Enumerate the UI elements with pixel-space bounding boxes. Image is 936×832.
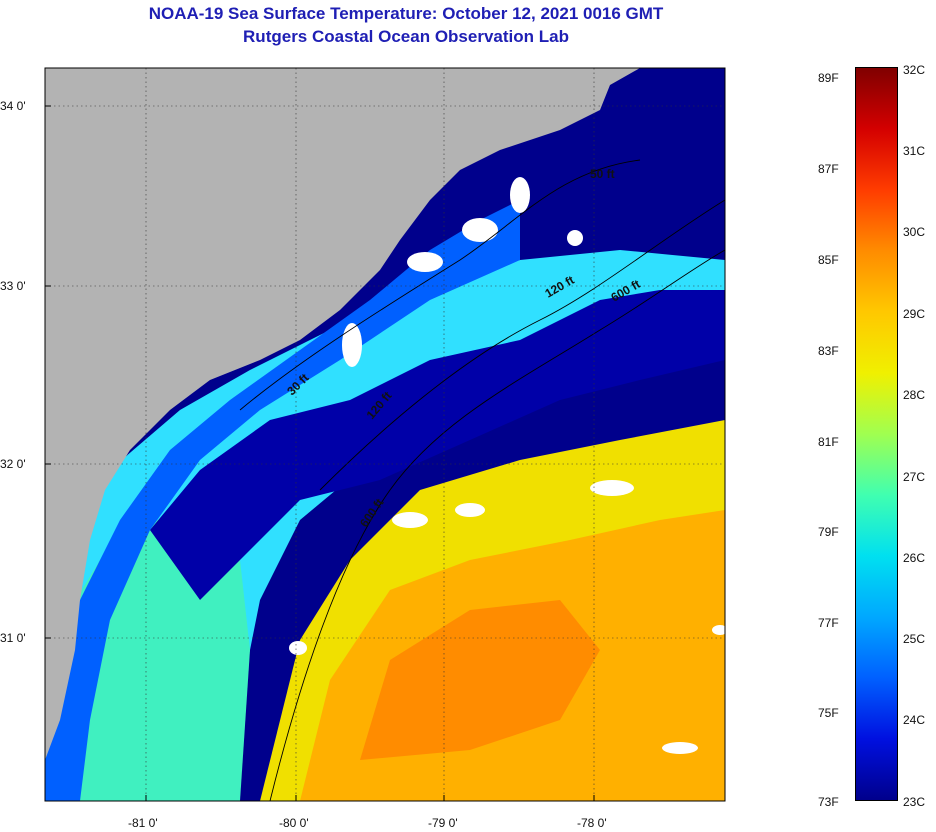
axis-ticks	[45, 105, 595, 801]
colorbar-c-label: 25C	[903, 632, 926, 646]
inner-shelf-dark	[150, 290, 725, 600]
isobaths	[239, 159, 725, 801]
lat-label-31: 31 0'	[0, 631, 26, 645]
colorbar-f-label: 79F	[818, 525, 839, 539]
colorbar-f-label: 85F	[818, 253, 839, 267]
map-frame	[44, 67, 726, 802]
colorbar-c-label: 24C	[903, 713, 926, 727]
lat-label-32: 32 0'	[0, 457, 26, 471]
colorbar-c-label: 27C	[903, 470, 926, 484]
colorbar-f-label: 81F	[818, 435, 839, 449]
colorbar-f-label: 73F	[818, 795, 839, 809]
contour-label-50ft: 50 ft	[590, 167, 615, 181]
lat-label-34: 34 0'	[0, 99, 26, 113]
lon-label-80: -80 0'	[279, 816, 309, 830]
lon-label-79: -79 0'	[428, 816, 458, 830]
clouds	[289, 177, 725, 754]
map-title: NOAA-19 Sea Surface Temperature: October…	[148, 4, 664, 23]
lat-label-33: 33 0'	[0, 279, 26, 293]
temperature-colorbar	[855, 67, 898, 801]
map-subtitle: Rutgers Coastal Ocean Observation Lab	[243, 27, 569, 46]
colorbar-c-label: 31C	[903, 144, 926, 158]
colorbar-f-label: 89F	[818, 71, 839, 85]
graticule	[45, 68, 725, 801]
hot-core	[360, 600, 600, 760]
colorbar-f-label: 75F	[818, 706, 839, 720]
colorbar-f-label: 83F	[818, 344, 839, 358]
lon-label-81: -81 0'	[128, 816, 158, 830]
lon-label-78: -78 0'	[577, 816, 607, 830]
colorbar-c-label: 26C	[903, 551, 926, 565]
colorbar-c-label: 23C	[903, 795, 926, 809]
colorbar-f-label: 87F	[818, 162, 839, 176]
land	[45, 68, 725, 760]
nearshore-blue	[45, 200, 520, 801]
colorbar-c-label: 28C	[903, 388, 926, 402]
colorbar-c-label: 30C	[903, 225, 926, 239]
colorbar-c-label: 32C	[903, 63, 926, 77]
colorbar-f-label: 77F	[818, 616, 839, 630]
colorbar-c-label: 29C	[903, 307, 926, 321]
